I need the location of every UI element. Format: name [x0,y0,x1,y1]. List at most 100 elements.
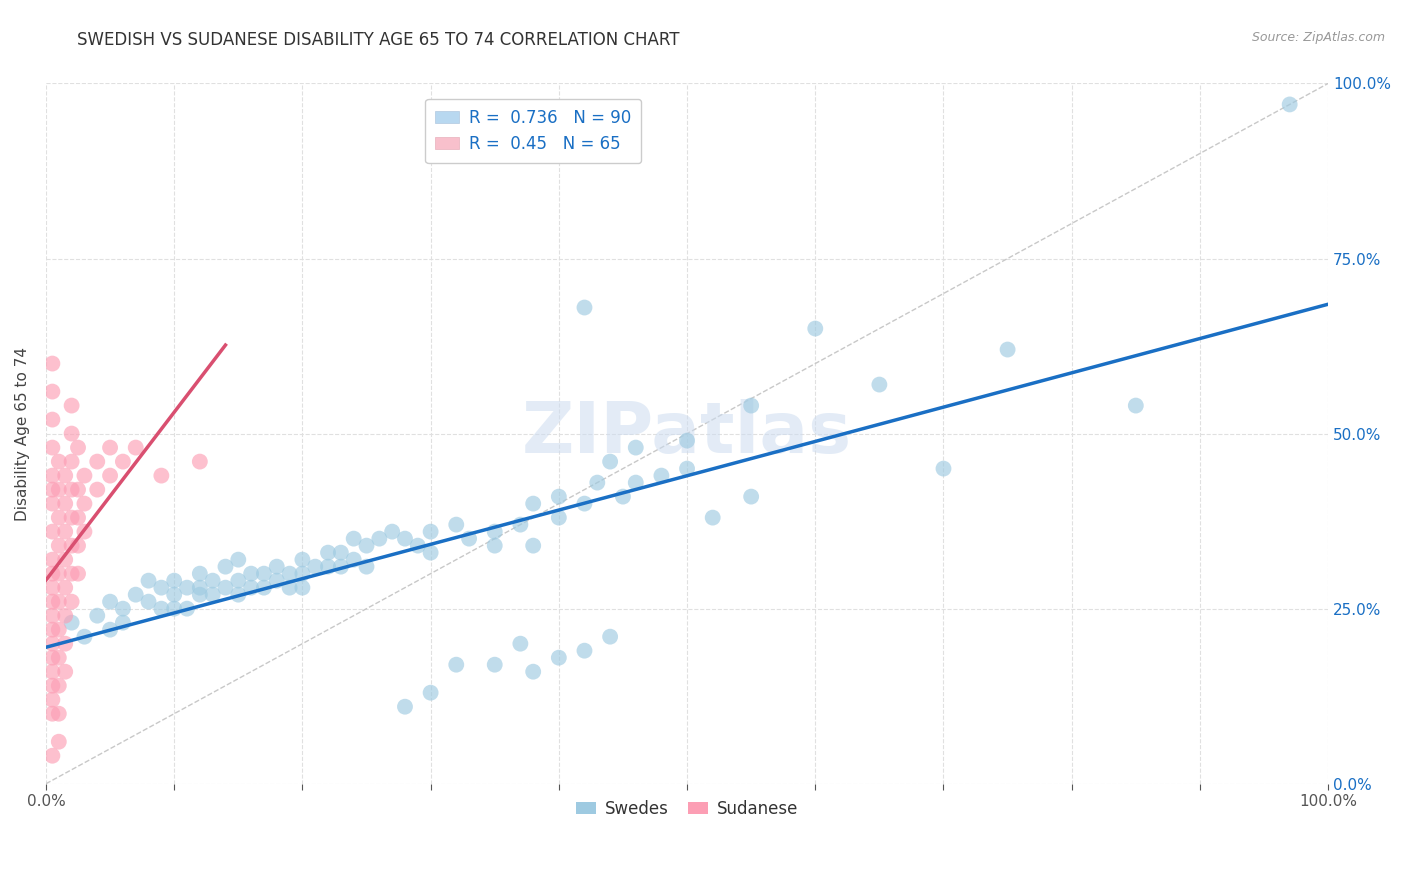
Sudanese [111,454,134,468]
Sudanese [41,497,63,511]
Swedes [509,637,531,651]
Sudanese [41,748,63,763]
Sudanese [150,468,173,483]
Sudanese [66,483,89,497]
Sudanese [41,524,63,539]
Sudanese [60,454,83,468]
Swedes [188,588,211,602]
Sudanese [41,692,63,706]
Sudanese [41,665,63,679]
Sudanese [66,510,89,524]
Swedes [150,581,173,595]
Swedes [98,623,121,637]
Swedes [574,643,596,657]
Swedes [188,581,211,595]
Swedes [226,552,249,566]
Swedes [547,490,569,504]
Sudanese [41,608,63,623]
Swedes [291,552,314,566]
Text: Source: ZipAtlas.com: Source: ZipAtlas.com [1251,31,1385,45]
Swedes [240,581,263,595]
Sudanese [48,595,70,609]
Swedes [125,588,148,602]
Swedes [599,454,621,468]
Sudanese [41,581,63,595]
Swedes [138,595,160,609]
Sudanese [41,357,63,371]
Sudanese [53,468,76,483]
Swedes [343,552,366,566]
Swedes [98,595,121,609]
Swedes [419,524,441,539]
Swedes [316,559,339,574]
Swedes [612,490,634,504]
Sudanese [41,650,63,665]
Swedes [522,665,544,679]
Sudanese [73,497,96,511]
Swedes [586,475,609,490]
Sudanese [41,706,63,721]
Sudanese [86,454,108,468]
Text: SWEDISH VS SUDANESE DISABILITY AGE 65 TO 74 CORRELATION CHART: SWEDISH VS SUDANESE DISABILITY AGE 65 TO… [77,31,681,49]
Swedes [997,343,1019,357]
Swedes [163,574,186,588]
Sudanese [41,623,63,637]
Swedes [368,532,391,546]
Sudanese [48,539,70,553]
Sudanese [53,524,76,539]
Swedes [624,441,647,455]
Swedes [163,588,186,602]
Sudanese [60,483,83,497]
Sudanese [53,608,76,623]
Swedes [278,581,301,595]
Swedes [176,601,198,615]
Swedes [484,539,506,553]
Sudanese [53,665,76,679]
Sudanese [66,566,89,581]
Swedes [394,699,416,714]
Sudanese [41,566,63,581]
Swedes [356,539,378,553]
Swedes [1278,97,1301,112]
Sudanese [125,441,148,455]
Text: ZIPatlas: ZIPatlas [522,399,852,468]
Swedes [176,581,198,595]
Sudanese [60,399,83,413]
Swedes [253,581,276,595]
Swedes [73,630,96,644]
Sudanese [60,595,83,609]
Swedes [201,588,224,602]
Sudanese [48,706,70,721]
Sudanese [66,539,89,553]
Swedes [291,581,314,595]
Swedes [446,657,468,672]
Sudanese [48,483,70,497]
Swedes [329,546,352,560]
Swedes [266,559,288,574]
Sudanese [41,679,63,693]
Swedes [266,574,288,588]
Sudanese [73,468,96,483]
Sudanese [41,384,63,399]
Swedes [138,574,160,588]
Sudanese [48,650,70,665]
Sudanese [60,426,83,441]
Swedes [163,601,186,615]
Swedes [1125,399,1147,413]
Y-axis label: Disability Age 65 to 74: Disability Age 65 to 74 [15,347,30,521]
Swedes [226,574,249,588]
Sudanese [86,483,108,497]
Swedes [509,517,531,532]
Swedes [574,497,596,511]
Swedes [702,510,724,524]
Sudanese [41,595,63,609]
Swedes [458,532,481,546]
Swedes [111,601,134,615]
Swedes [304,559,326,574]
Sudanese [41,468,63,483]
Sudanese [53,497,76,511]
Sudanese [41,483,63,497]
Sudanese [41,441,63,455]
Sudanese [48,679,70,693]
Swedes [804,321,827,335]
